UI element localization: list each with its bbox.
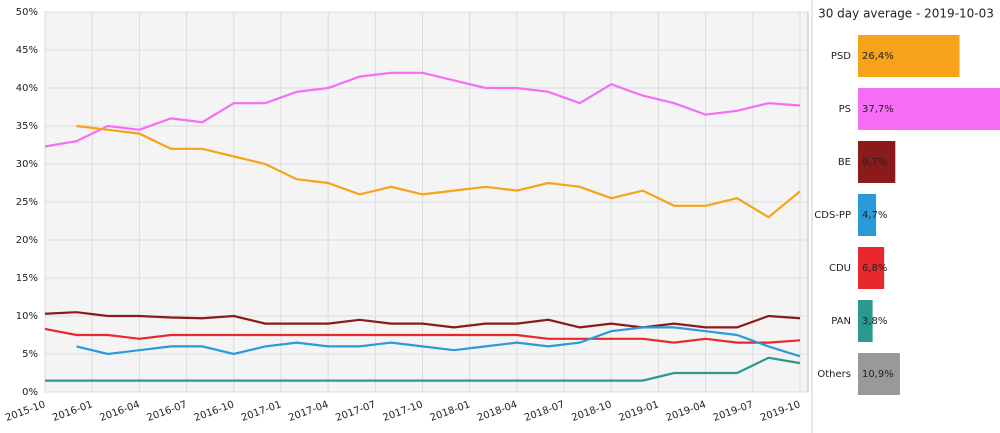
x-tick-label: 2017-10	[382, 399, 425, 424]
category-label: PSD	[831, 51, 851, 62]
x-tick-label: 2019-07	[712, 399, 755, 424]
value-label: 4,7%	[862, 210, 887, 221]
category-label: Others	[817, 369, 851, 380]
x-tick-label: 2016-10	[193, 399, 236, 424]
x-tick-label: 2015-10	[4, 399, 47, 424]
y-tick-label: 10%	[16, 311, 38, 322]
series-line	[45, 356, 801, 382]
category-label: BE	[838, 157, 851, 168]
value-label: 3,8%	[862, 316, 887, 327]
series-line	[76, 326, 801, 358]
x-tick-label: 2016-04	[98, 399, 141, 424]
x-tick-label: 2018-01	[429, 399, 472, 424]
x-tick-label: 2019-10	[759, 399, 802, 424]
y-tick-label: 0%	[22, 387, 38, 398]
bar	[858, 194, 877, 236]
bar	[858, 141, 896, 183]
x-tick-label: 2019-01	[617, 399, 660, 424]
bar	[858, 35, 960, 77]
value-label: 10,9%	[862, 369, 894, 380]
y-tick-label: 20%	[16, 235, 38, 246]
category-label: CDS-PP	[814, 210, 851, 221]
series-line	[44, 311, 801, 329]
bar	[858, 353, 900, 395]
value-label: 26,4%	[862, 51, 894, 62]
bar-title: 30 day average - 2019-10-03	[818, 7, 994, 21]
category-label: CDU	[829, 263, 851, 274]
value-label: 37,7%	[862, 104, 894, 115]
value-label: 9,7%	[862, 157, 887, 168]
category-label: PAN	[831, 316, 851, 327]
value-label: 6,8%	[862, 263, 887, 274]
y-tick-label: 45%	[16, 45, 38, 56]
bar	[858, 300, 873, 342]
x-tick-label: 2018-10	[570, 399, 613, 424]
y-tick-label: 40%	[16, 83, 38, 94]
x-tick-label: 2017-01	[240, 399, 283, 424]
y-tick-label: 30%	[16, 159, 38, 170]
category-label: PS	[839, 104, 851, 115]
series-line	[44, 71, 801, 148]
y-tick-label: 25%	[16, 197, 38, 208]
bar	[858, 247, 885, 289]
bar	[858, 88, 1000, 130]
series-line	[76, 124, 801, 219]
series-line	[44, 327, 801, 344]
x-tick-label: 2018-07	[523, 399, 566, 424]
y-tick-label: 35%	[16, 121, 38, 132]
y-tick-label: 5%	[22, 349, 38, 360]
x-tick-label: 2019-04	[665, 399, 708, 424]
x-tick-label: 2016-01	[51, 399, 94, 424]
x-tick-label: 2017-07	[334, 399, 377, 424]
y-tick-label: 50%	[16, 7, 38, 18]
x-tick-label: 2018-04	[476, 399, 519, 424]
y-tick-label: 15%	[16, 273, 38, 284]
x-tick-label: 2016-07	[146, 399, 189, 424]
x-tick-label: 2017-04	[287, 399, 330, 424]
